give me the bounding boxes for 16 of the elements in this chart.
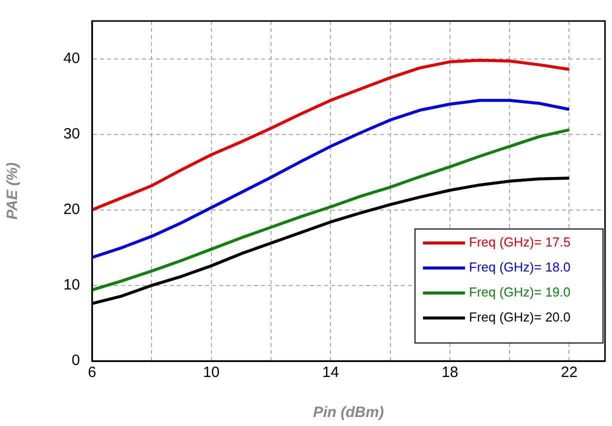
x-tick-label: 22: [560, 364, 578, 382]
x-tick-label: 10: [202, 364, 220, 382]
legend-label: Freq (GHz)= 19.0: [469, 284, 571, 300]
x-tick-label: 14: [322, 364, 339, 382]
y-tick-label: 10: [63, 276, 80, 294]
legend-label: Freq (GHz)= 18.0: [469, 260, 571, 275]
x-axis-title: Pin (dBm): [313, 404, 384, 422]
y-tick-label: 40: [63, 50, 80, 67]
x-tick-label: 6: [88, 364, 96, 382]
legend-label: Freq (GHz)= 17.5: [469, 234, 571, 250]
y-tick-label: 0: [72, 352, 80, 370]
y-axis-title: PAE (%): [4, 162, 22, 220]
x-tick-label: 18: [442, 364, 458, 382]
y-tick-label: 20: [63, 201, 80, 218]
y-tick-label: 30: [63, 125, 80, 142]
legend-label: Freq (GHz)= 20.0: [469, 310, 571, 325]
